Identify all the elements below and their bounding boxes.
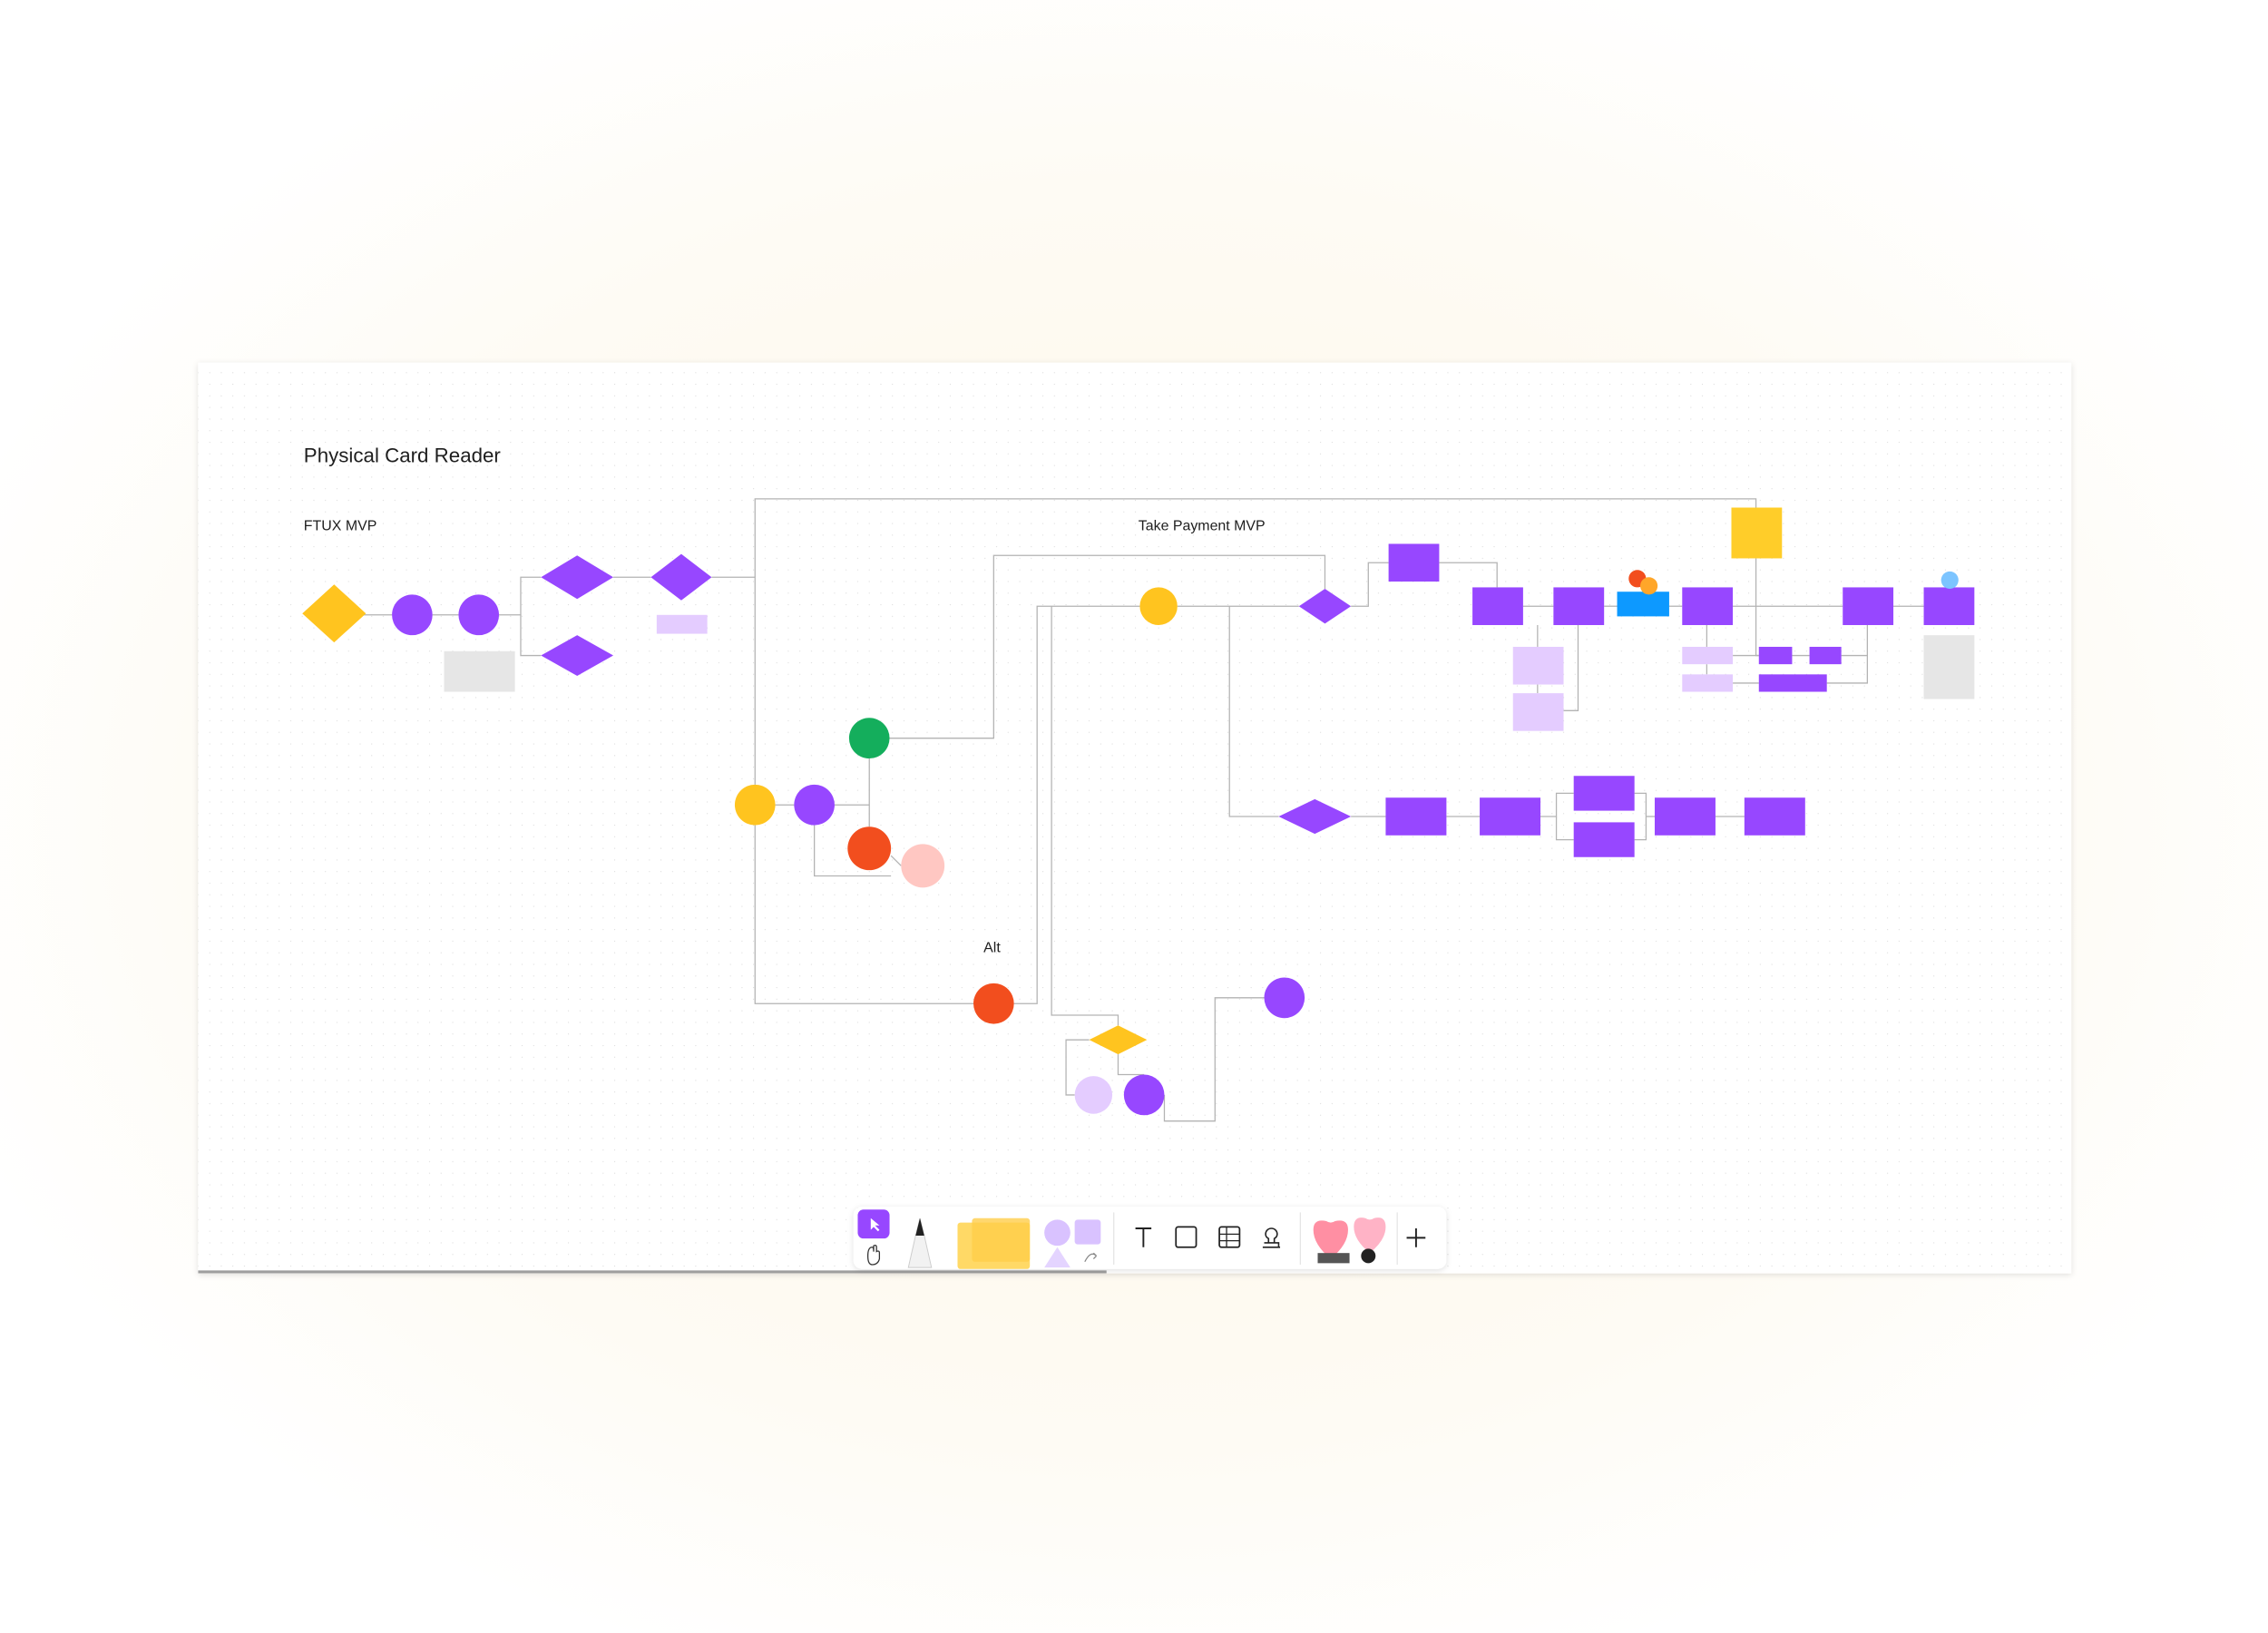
rect-node[interactable]	[1731, 507, 1783, 559]
text-tool[interactable]	[1135, 1227, 1152, 1247]
connector	[1228, 606, 1279, 817]
circle-node[interactable]	[973, 983, 1014, 1024]
rect-node[interactable]	[1573, 822, 1635, 857]
rect-node[interactable]	[1923, 587, 1975, 625]
rect-node[interactable]	[1388, 543, 1440, 582]
connectors	[354, 498, 1924, 1122]
rect-node[interactable]	[1512, 646, 1564, 685]
shape-tool-square[interactable]	[1074, 1219, 1101, 1245]
circle-node[interactable]	[901, 844, 945, 888]
connector	[1563, 624, 1579, 711]
circle-node[interactable]	[847, 826, 892, 871]
sticker[interactable]	[1640, 577, 1658, 595]
sticker[interactable]	[1941, 571, 1959, 590]
toolbar	[853, 1207, 1447, 1269]
circle-node[interactable]	[392, 594, 433, 636]
diamond-node[interactable]	[650, 553, 712, 601]
rect-node[interactable]	[656, 614, 708, 634]
circle-node[interactable]	[1264, 977, 1305, 1019]
sticky-stack	[972, 1217, 1031, 1262]
connector	[1555, 816, 1574, 841]
connector	[1117, 1054, 1145, 1076]
section-label: Alt	[983, 941, 1001, 956]
rect-node[interactable]	[1843, 587, 1894, 625]
diamond-node[interactable]	[1089, 1025, 1148, 1055]
rect-node[interactable]	[1923, 635, 1975, 699]
rect-node[interactable]	[1758, 646, 1793, 665]
rect-node[interactable]	[1654, 797, 1716, 836]
cursor-icon	[870, 1217, 880, 1232]
connector	[814, 825, 892, 877]
section-tool[interactable]	[1175, 1226, 1198, 1248]
connector	[1826, 624, 1868, 684]
rect-node[interactable]	[1573, 776, 1635, 811]
circle-node[interactable]	[1074, 1076, 1113, 1114]
shape-tool-triangle[interactable]	[1044, 1247, 1070, 1268]
rect-node[interactable]	[1682, 587, 1734, 625]
connector	[1051, 606, 1119, 1026]
rect-node[interactable]	[1744, 797, 1805, 836]
sticker-strip	[1317, 1253, 1350, 1264]
more-tools[interactable]	[1406, 1227, 1426, 1247]
board-title: Physical Card Reader	[304, 444, 502, 466]
circle-node[interactable]	[794, 784, 835, 826]
connector	[1065, 1039, 1090, 1096]
connector	[754, 498, 1757, 578]
hand-tool[interactable]	[866, 1245, 881, 1266]
rect-node[interactable]	[1480, 797, 1541, 836]
board[interactable]: Physical Card Reader FTUX MVP Take Payme…	[198, 362, 2072, 1274]
stamp-tool[interactable]	[1262, 1227, 1281, 1248]
circle-node[interactable]	[848, 718, 890, 759]
sticker-pack[interactable]	[1354, 1217, 1386, 1254]
diamond-node[interactable]	[1298, 589, 1352, 624]
rect-node[interactable]	[1682, 646, 1734, 665]
diamond-node[interactable]	[1278, 798, 1352, 835]
connector	[754, 825, 974, 1004]
connector	[1540, 792, 1574, 817]
connector	[1163, 997, 1265, 1122]
connector	[1013, 605, 1140, 1004]
connector	[1351, 562, 1389, 607]
connector	[890, 855, 902, 866]
connector	[499, 576, 542, 616]
nodes	[302, 507, 1975, 1116]
shape-tool-circle[interactable]	[1044, 1219, 1070, 1247]
rect-node[interactable]	[1472, 587, 1523, 625]
circle-node[interactable]	[1123, 1074, 1165, 1116]
rect-node[interactable]	[1617, 592, 1669, 617]
sticker-dot	[1361, 1248, 1376, 1264]
rect-node[interactable]	[1553, 587, 1605, 625]
table-tool[interactable]	[1218, 1226, 1241, 1248]
rect-node[interactable]	[1809, 646, 1842, 665]
connector-tool[interactable]	[1084, 1252, 1097, 1263]
circle-node[interactable]	[458, 594, 500, 636]
sticker-pack[interactable]	[1313, 1220, 1348, 1259]
pen-tip	[915, 1217, 924, 1236]
circle-node[interactable]	[734, 784, 776, 826]
rect-node[interactable]	[444, 650, 515, 692]
section-label: Take Payment MVP	[1139, 518, 1266, 533]
circle-node[interactable]	[1139, 587, 1178, 625]
rect-node[interactable]	[1385, 797, 1447, 836]
rect-node[interactable]	[1512, 693, 1564, 731]
section-label: FTUX MVP	[304, 518, 377, 533]
table-tool-grid	[1219, 1227, 1240, 1247]
rect-node[interactable]	[1758, 674, 1827, 692]
rect-node[interactable]	[1682, 674, 1734, 692]
connector	[889, 554, 1326, 739]
connector	[1439, 562, 1498, 588]
connector	[520, 614, 542, 657]
